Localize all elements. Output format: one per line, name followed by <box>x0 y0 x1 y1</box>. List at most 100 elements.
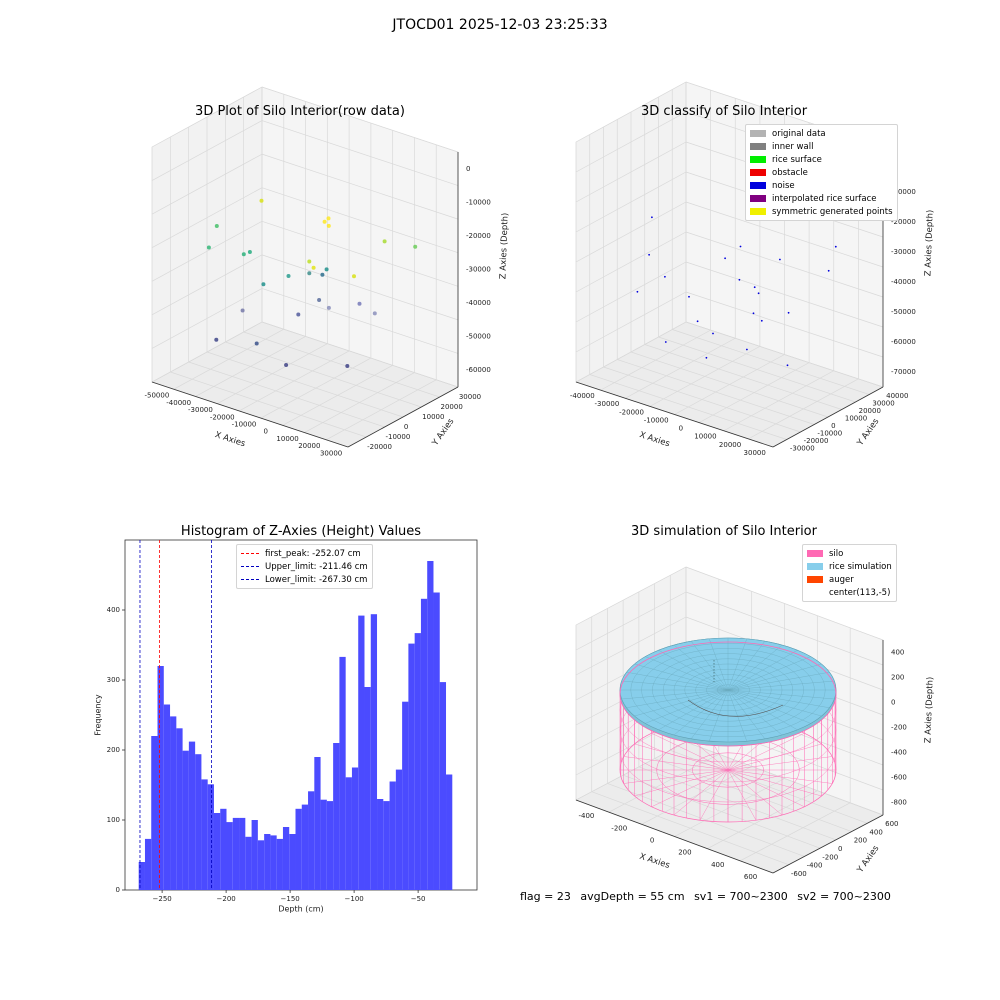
legend-label: Upper_limit: -211.46 cm <box>265 561 368 572</box>
panel4-title: 3D simulation of Silo Interior <box>631 524 817 539</box>
legend-item: obstacle <box>750 166 893 179</box>
rice-mesh-spoke <box>727 650 798 691</box>
gridline <box>575 616 687 676</box>
legend-line <box>241 553 259 554</box>
simulation-legend: silo rice simulation auger center(113,-5… <box>802 544 897 602</box>
histogram-bar <box>163 704 171 890</box>
data-point <box>324 267 329 272</box>
y-tick-label: 300 <box>107 676 120 684</box>
legend-label: original data <box>772 128 826 139</box>
rice-mesh-spoke <box>727 689 835 700</box>
histogram-bar <box>320 799 327 890</box>
data-point <box>241 252 246 257</box>
legend-label: rice simulation <box>829 561 892 572</box>
rice-mesh-spoke <box>727 689 811 724</box>
gridline <box>608 753 719 813</box>
x-axis-line <box>575 799 774 874</box>
gridline <box>603 366 801 433</box>
histogram-bar <box>326 801 334 890</box>
data-point <box>214 337 219 342</box>
gridline <box>170 371 367 438</box>
legend-label: noise <box>772 180 795 191</box>
rice-mesh-spoke <box>709 638 729 691</box>
histogram-bar <box>157 666 164 890</box>
x-tick-label: 30000 <box>320 449 342 457</box>
silo-base-spoke <box>727 733 805 771</box>
x-tick-label: 20000 <box>719 441 741 449</box>
x-tick-label: 20000 <box>298 442 320 450</box>
gridline <box>151 153 263 215</box>
legend-line <box>241 566 259 567</box>
rice-mesh-spoke <box>727 638 747 691</box>
data-point <box>787 311 790 314</box>
x-tick-label: -30000 <box>188 406 213 414</box>
histogram-bar <box>295 808 302 890</box>
y-tick-label: 100 <box>107 816 120 824</box>
data-point <box>738 278 741 281</box>
histogram-bar <box>182 750 189 890</box>
z-axis-label: Z Axies (Depth) <box>923 210 935 277</box>
rice-mesh-spoke <box>626 689 729 708</box>
data-point <box>307 259 312 264</box>
y-tick-label: -400 <box>807 862 823 870</box>
z-tick-label: -30000 <box>466 266 491 274</box>
z-tick-label: -30000 <box>891 248 916 256</box>
histogram-bar <box>420 598 428 890</box>
data-point <box>240 308 245 313</box>
x-tick-label: -30000 <box>595 400 620 408</box>
histogram-bar <box>433 592 440 890</box>
rice-mesh-spoke <box>634 663 729 691</box>
y-tick-label: 0 <box>116 886 120 894</box>
data-point <box>357 301 362 306</box>
legend-swatch <box>807 563 823 570</box>
y-tick-label: 30000 <box>459 393 481 401</box>
y-tick-label: 400 <box>107 606 120 614</box>
gridline <box>261 220 459 287</box>
x-tick-label: −200 <box>217 895 236 903</box>
gridline <box>740 802 851 862</box>
histogram-bar <box>439 682 447 890</box>
y-tick-label: 0 <box>404 423 408 431</box>
z-tick-label: -50000 <box>891 308 916 316</box>
gridline <box>630 351 829 418</box>
z-tick-label: -70000 <box>891 368 916 376</box>
rice-mesh-spoke <box>727 680 835 691</box>
histogram-bar <box>308 791 315 890</box>
gridline <box>261 321 459 388</box>
rice-mesh-spoke <box>673 689 729 736</box>
data-point <box>413 244 418 249</box>
histogram-bar <box>383 801 390 890</box>
x-tick-label: 0 <box>650 836 654 844</box>
data-point <box>372 311 377 316</box>
histogram-bar <box>301 804 309 890</box>
gridline <box>206 351 404 418</box>
histogram-bar <box>345 777 352 890</box>
legend-item: rice surface <box>750 153 893 166</box>
panel1-title: 3D Plot of Silo Interior(row data) <box>195 104 405 119</box>
histogram-bar <box>333 743 340 890</box>
silo-base-spoke <box>673 769 729 816</box>
x-tick-label: -10000 <box>644 416 669 424</box>
x-tick-label: −100 <box>345 895 364 903</box>
z-tick-label: 0 <box>891 699 895 707</box>
gridline <box>575 81 687 143</box>
data-point <box>247 250 252 254</box>
y-tick-label: 20000 <box>859 407 881 415</box>
z-tick-label: 0 <box>466 165 470 173</box>
legend-swatch <box>807 576 823 583</box>
y-tick-label: -20000 <box>804 437 829 445</box>
z-tick-label: -10000 <box>891 188 916 196</box>
gridline <box>654 758 852 832</box>
rice-mesh-spoke <box>727 689 747 742</box>
legend-swatch <box>750 169 766 176</box>
sv1-text: sv1 = 700~2300 <box>694 890 788 903</box>
data-point <box>261 282 266 287</box>
gridline <box>575 261 687 323</box>
data-point <box>688 295 690 298</box>
rice-mesh-spoke <box>727 663 822 691</box>
y-axis-line <box>772 386 884 448</box>
histogram-bar <box>314 757 321 890</box>
rice-surface-dip <box>687 699 784 717</box>
data-point <box>779 258 781 261</box>
gridline <box>261 288 459 354</box>
